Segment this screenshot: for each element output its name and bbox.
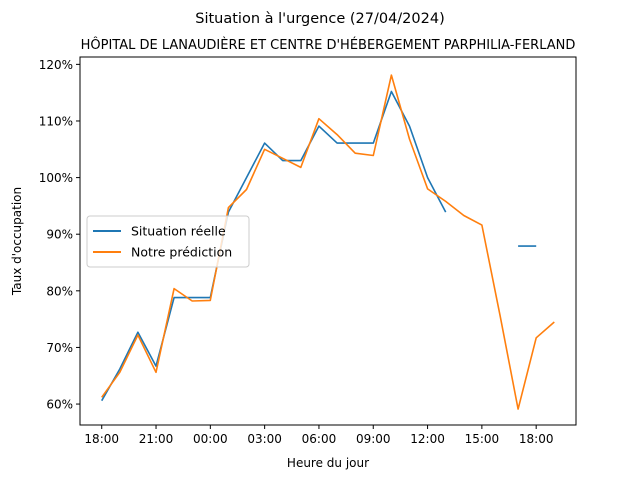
x-tick-label: 00:00 — [193, 432, 228, 446]
series-layer — [101, 74, 555, 410]
x-tick-label: 03:00 — [247, 432, 282, 446]
series-line-notre-prediction — [101, 74, 555, 410]
y-tick-label: 120% — [39, 58, 73, 72]
x-tick-label: 21:00 — [139, 432, 174, 446]
y-tick-label: 80% — [46, 284, 73, 298]
y-tick-label: 60% — [46, 398, 73, 412]
x-tick-label: 18:00 — [84, 432, 119, 446]
y-tick-label: 100% — [39, 171, 73, 185]
axes-frame — [79, 56, 577, 426]
plot-area: 18:00 21:00 00:00 03:00 06:00 09:00 12:00 15:00… — [39, 56, 577, 446]
y-axis-label: Taux d'occupation — [10, 187, 24, 296]
y-tick-label: 110% — [39, 114, 73, 128]
y-axis-ticks: 60% 70% 80% 90% 100% 110% 120% — [39, 58, 80, 412]
chart-title: Situation à l'urgence (27/04/2024) — [195, 11, 445, 27]
x-tick-label: 06:00 — [302, 432, 337, 446]
x-tick-label: 18:00 — [519, 432, 554, 446]
x-axis-ticks: 18:00 21:00 00:00 03:00 06:00 09:00 12:00 15:00… — [84, 425, 553, 446]
y-tick-label: 90% — [46, 228, 73, 242]
x-axis-label: Heure du jour — [287, 456, 369, 470]
legend-label-notre-prediction: Notre prédiction — [131, 245, 232, 260]
x-tick-label: 09:00 — [356, 432, 391, 446]
legend-label-situation-reelle: Situation réelle — [131, 224, 226, 239]
chart-subtitle: HÔPITAL DE LANAUDIÈRE ET CENTRE D'HÉBERG… — [81, 37, 576, 53]
legend: Situation réelle Notre prédiction — [86, 215, 250, 268]
x-tick-label: 15:00 — [465, 432, 500, 446]
y-tick-label: 70% — [46, 341, 73, 355]
x-tick-label: 12:00 — [410, 432, 445, 446]
legend-box — [86, 215, 250, 268]
